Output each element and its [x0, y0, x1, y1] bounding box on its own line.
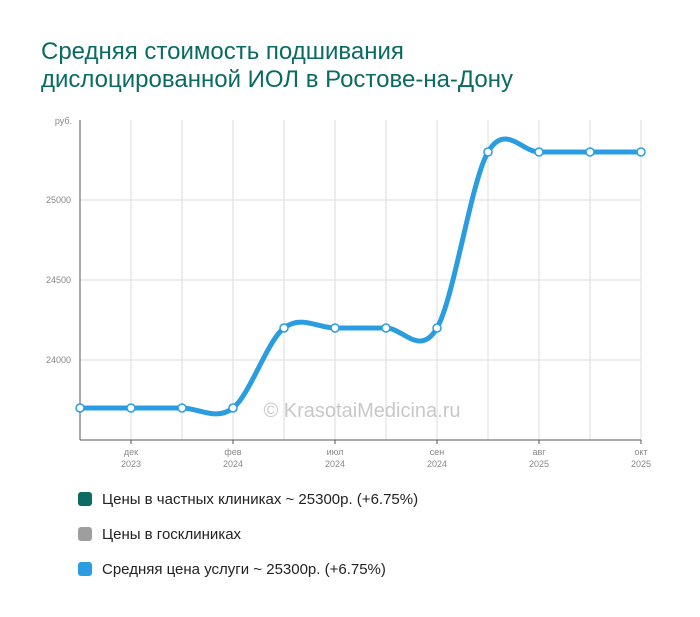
chart-title: Средняя стоимость подшивания дислоцирова…: [41, 38, 661, 94]
data-point: [177, 403, 187, 413]
data-point: [75, 403, 85, 413]
data-point: [126, 403, 136, 413]
x-tick-label-month: дек: [124, 447, 138, 457]
x-tick-label-year: 2023: [121, 459, 141, 469]
data-point: [228, 403, 238, 413]
series-group: [75, 136, 646, 417]
data-point: [432, 323, 442, 333]
data-point: [330, 323, 340, 333]
y-tick-label: 24000: [46, 355, 71, 365]
y-tick-label: 24500: [46, 275, 71, 285]
data-point: [483, 147, 493, 157]
x-tick-label-month: июл: [327, 447, 344, 457]
x-tick-label-year: 2024: [427, 459, 447, 469]
grid-lines: [80, 120, 642, 440]
chart-title-line1: Средняя стоимость подшивания: [41, 38, 404, 65]
data-point: [534, 147, 544, 157]
legend-item-average[interactable]: Средняя цена услуги ~ 25300р. (+6.75%): [78, 558, 418, 580]
series-line: [77, 136, 644, 417]
x-tick-label-year: 2025: [631, 459, 651, 469]
watermark: © KrasotaiMedicina.ru: [263, 400, 460, 422]
data-point: [279, 323, 289, 333]
legend-swatch-private: [78, 492, 92, 506]
axes: 24000 24500 25000 дек 2023 фев 2024 июл 2024 сен 2…: [46, 120, 651, 469]
x-tick-label-month: окт: [634, 447, 647, 457]
legend-swatch-average: [78, 562, 92, 576]
legend-label-public: Цены в госклиниках: [102, 525, 242, 543]
data-point: [636, 147, 646, 157]
y-tick-label: 25000: [46, 195, 71, 205]
legend-item-private[interactable]: Цены в частных клиниках ~ 25300р. (+6.75…: [78, 488, 418, 510]
x-tick-label-year: 2025: [529, 459, 549, 469]
legend-item-public[interactable]: Цены в госклиниках: [78, 523, 418, 545]
y-axis-label: руб.: [55, 116, 72, 126]
x-tick-label-year: 2024: [223, 459, 243, 469]
legend: Цены в частных клиниках ~ 25300р. (+6.75…: [78, 488, 418, 593]
x-tick-label-month: авг: [532, 447, 546, 457]
data-point: [585, 147, 595, 157]
data-point: [381, 323, 391, 333]
legend-swatch-public: [78, 527, 92, 541]
chart-title-line2: дислоцированной ИОЛ в Ростове-на-Дону: [41, 66, 514, 93]
x-tick-label-month: фев: [224, 447, 241, 457]
legend-label-private: Цены в частных клиниках ~ 25300р. (+6.75…: [102, 490, 419, 508]
x-tick-label-month: сен: [430, 447, 445, 457]
legend-label-average: Средняя цена услуги ~ 25300р. (+6.75%): [102, 560, 386, 578]
x-tick-label-year: 2024: [325, 459, 345, 469]
